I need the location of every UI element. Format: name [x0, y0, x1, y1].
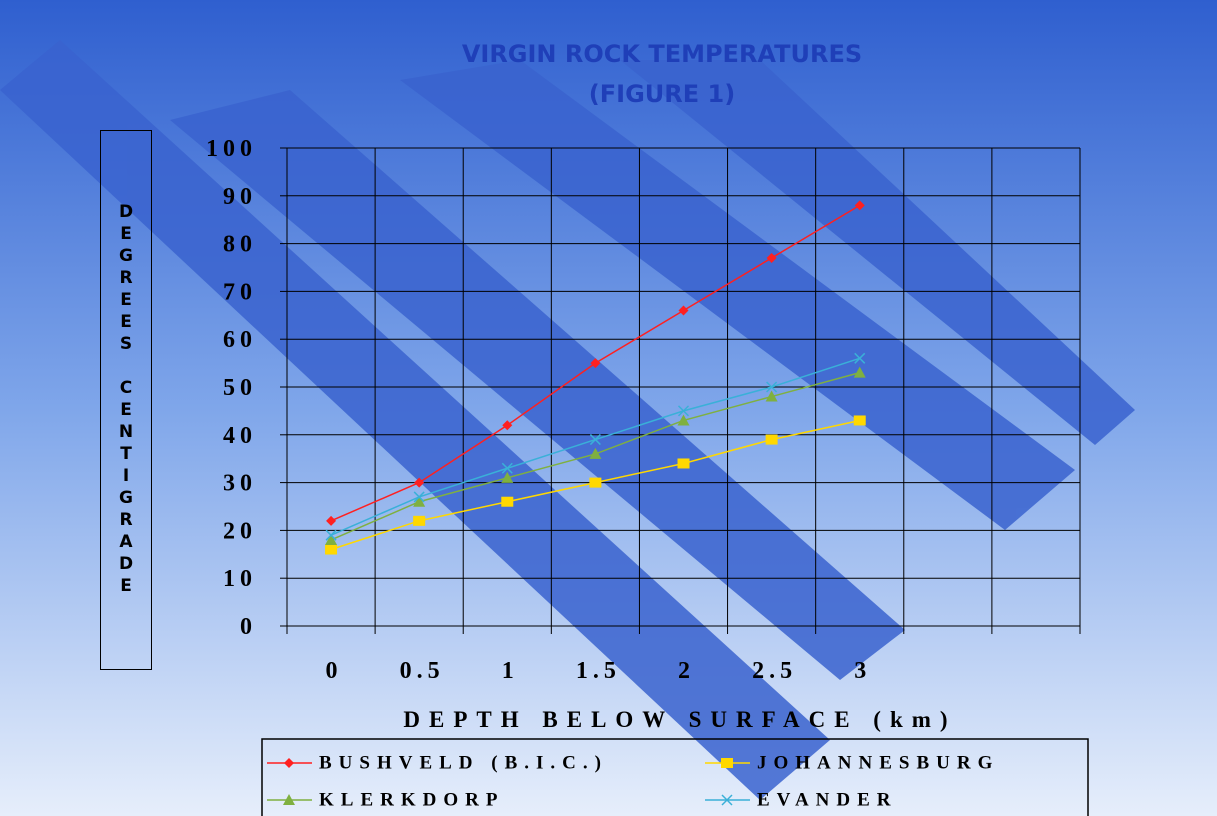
legend-label: JOHANNESBURG: [757, 752, 999, 773]
data-point: [766, 435, 778, 445]
data-point: [413, 516, 425, 526]
legend-marker: [721, 758, 733, 768]
y-axis-label-box: DEGREES CENTIGRADE: [100, 130, 152, 670]
y-tick-label: 20: [223, 518, 257, 544]
x-tick-label: 2: [678, 658, 695, 684]
data-point: [589, 478, 601, 488]
y-axis-label: DEGREES CENTIGRADE: [116, 202, 136, 598]
legend-label: BUSHVELD (B.I.C.): [319, 752, 608, 773]
chart-subtitle: (FIGURE 1): [589, 80, 735, 108]
x-tick-label: 1.5: [576, 658, 621, 684]
chart: VIRGIN ROCK TEMPERATURES (FIGURE 1) DEPT…: [0, 0, 1217, 816]
y-tick-label: 30: [223, 471, 257, 497]
x-tick-label: 0: [326, 658, 343, 684]
y-tick-label: 40: [223, 423, 257, 449]
y-tick-label: 50: [223, 375, 257, 401]
page: VIRGIN ROCK TEMPERATURES (FIGURE 1) DEPT…: [0, 0, 1217, 816]
chart-title: VIRGIN ROCK TEMPERATURES: [462, 40, 862, 68]
data-point: [325, 545, 337, 555]
x-tick-label: 2.5: [752, 658, 797, 684]
y-tick-label: 100: [206, 136, 257, 162]
data-point: [854, 415, 866, 425]
legend-label: EVANDER: [757, 789, 898, 810]
y-tick-label: 90: [223, 184, 257, 210]
y-tick-label: 70: [223, 279, 257, 305]
data-point: [678, 458, 690, 468]
legend-label: KLERKDORP: [319, 789, 504, 810]
x-tick-label: 0.5: [400, 658, 445, 684]
y-tick-label: 80: [223, 232, 257, 258]
y-tick-label: 0: [240, 614, 257, 640]
y-tick-label: 10: [223, 566, 257, 592]
x-axis-label: DEPTH BELOW SURFACE (km): [403, 707, 956, 732]
data-point: [501, 497, 513, 507]
x-tick-label: 1: [502, 658, 519, 684]
y-tick-label: 60: [223, 327, 257, 353]
x-tick-label: 3: [854, 658, 871, 684]
